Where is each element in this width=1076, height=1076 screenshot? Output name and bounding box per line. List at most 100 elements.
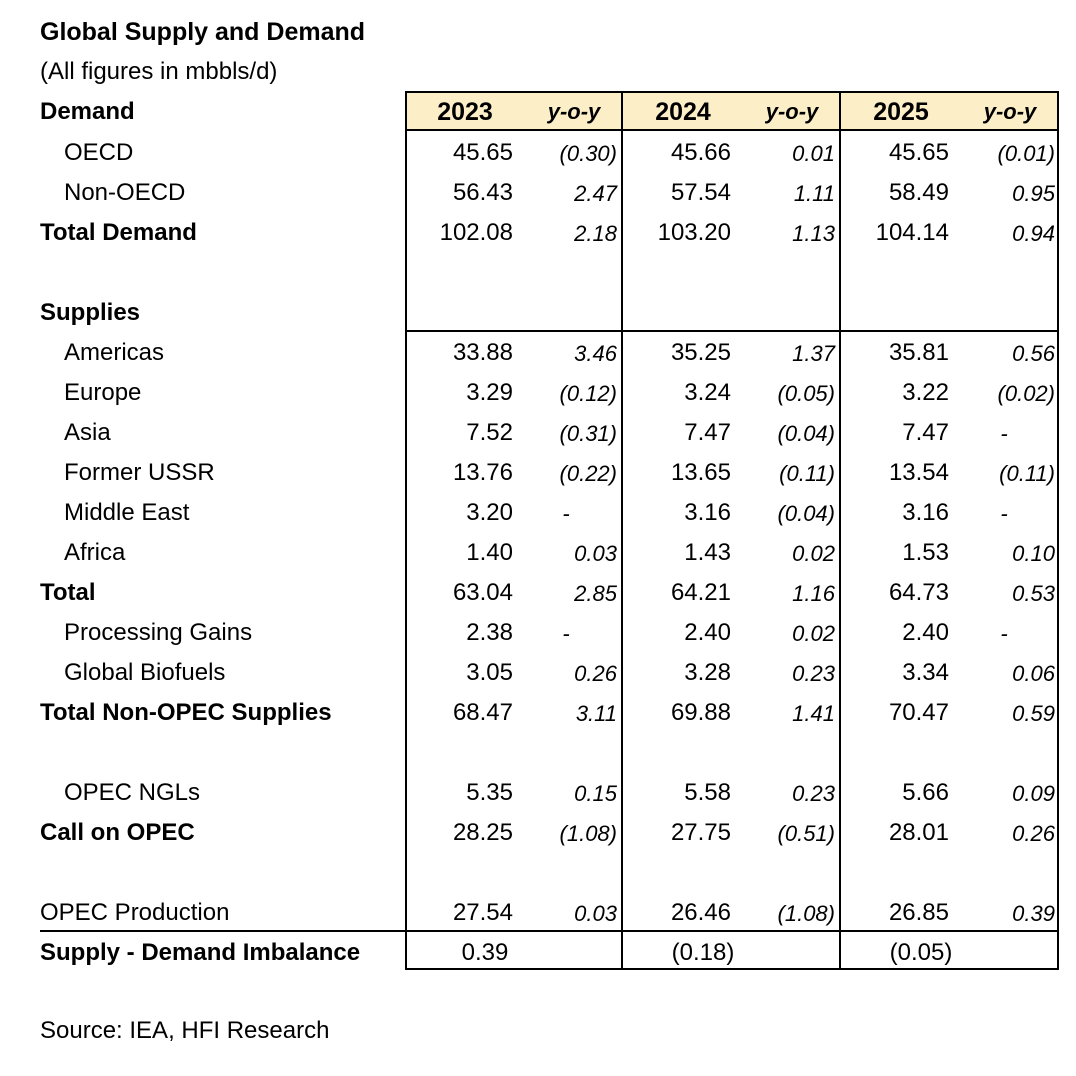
header-yoy-2024: y-o-y: [765, 99, 819, 124]
row-label: Europe: [64, 379, 142, 406]
value-cell: 64.21: [670, 579, 731, 606]
value-cell: 7.47: [902, 419, 949, 446]
row-label: Call on OPEC: [40, 819, 195, 846]
value-cell: 28.25: [452, 819, 513, 846]
value-cell: 1.40: [466, 539, 513, 566]
yoy-cell: -: [562, 621, 570, 646]
row-label: Supplies: [40, 299, 141, 326]
yoy-cell: (0.04): [777, 501, 835, 526]
value-cell: 1.43: [684, 539, 731, 566]
value-cell: 13.76: [452, 459, 513, 486]
yoy-cell: (0.51): [777, 821, 835, 846]
yoy-cell: (0.05): [777, 381, 835, 406]
yoy-cell: 0.09: [1012, 781, 1055, 806]
header-year-2025: 2025: [873, 98, 929, 126]
yoy-cell: 0.03: [574, 541, 617, 566]
value-cell: (0.18): [671, 939, 735, 966]
value-cell: 27.54: [452, 899, 513, 926]
yoy-cell: -: [1000, 501, 1008, 526]
header-year-2024: 2024: [655, 98, 711, 126]
value-cell: 104.14: [875, 219, 949, 246]
value-cell: 68.47: [452, 699, 513, 726]
value-cell: 28.01: [888, 819, 949, 846]
table-title: Global Supply and Demand: [40, 18, 366, 46]
value-cell: 3.05: [466, 659, 513, 686]
value-cell: 33.88: [452, 339, 513, 366]
value-cell: 63.04: [452, 579, 513, 606]
yoy-cell: 0.15: [574, 781, 617, 806]
yoy-cell: 0.95: [1012, 181, 1055, 206]
value-cell: 102.08: [439, 219, 513, 246]
value-cell: 3.34: [902, 659, 949, 686]
yoy-cell: -: [1000, 621, 1008, 646]
yoy-cell: (0.31): [559, 421, 617, 446]
value-cell: 45.66: [670, 139, 731, 166]
row-label: Total: [40, 579, 96, 606]
value-cell: 45.65: [452, 139, 513, 166]
row-label: Former USSR: [64, 459, 215, 486]
value-cell: 5.58: [684, 779, 731, 806]
value-cell: 70.47: [888, 699, 949, 726]
value-cell: 5.66: [902, 779, 949, 806]
value-cell: 45.65: [888, 139, 949, 166]
value-cell: 13.65: [670, 459, 731, 486]
value-cell: 35.81: [888, 339, 949, 366]
table-subtitle: (All figures in mbbls/d): [40, 58, 278, 85]
yoy-cell: (0.12): [559, 381, 617, 406]
yoy-cell: 0.53: [1012, 581, 1055, 606]
yoy-cell: 0.23: [792, 781, 835, 806]
header-fill-2023: [405, 91, 623, 131]
value-cell: 27.75: [670, 819, 731, 846]
yoy-cell: 0.02: [792, 621, 835, 646]
row-label: OPEC Production: [40, 899, 230, 926]
row-label: OPEC NGLs: [64, 779, 201, 806]
yoy-cell: 0.02: [792, 541, 835, 566]
value-cell: 1.53: [902, 539, 949, 566]
row-label: Middle East: [64, 499, 190, 526]
row-label: OECD: [64, 139, 134, 166]
value-cell: 13.54: [888, 459, 949, 486]
yoy-cell: 3.46: [574, 341, 617, 366]
yoy-cell: (1.08): [777, 901, 835, 926]
header-fill-2024: [623, 91, 841, 131]
divider-supplies: [405, 330, 1059, 332]
value-cell: 3.20: [466, 499, 513, 526]
header-yoy-2023: y-o-y: [547, 99, 601, 124]
value-cell: 3.24: [684, 379, 731, 406]
row-label: Non-OECD: [64, 179, 186, 206]
yoy-cell: 2.85: [574, 581, 617, 606]
column-block-2023: [405, 91, 623, 970]
value-cell: 3.29: [466, 379, 513, 406]
yoy-cell: 1.41: [792, 701, 835, 726]
row-label: Processing Gains: [64, 619, 253, 646]
column-block-2025: [841, 91, 1059, 970]
yoy-cell: (0.11): [779, 461, 835, 486]
column-block-2024: [623, 91, 841, 970]
value-cell: 103.20: [657, 219, 731, 246]
header-fill-2025: [841, 91, 1059, 131]
source-note: Source: IEA, HFI Research: [40, 1017, 330, 1044]
row-label: Americas: [64, 339, 165, 366]
yoy-cell: 1.37: [792, 341, 835, 366]
header-demand-label: Demand: [40, 98, 135, 125]
yoy-cell: 0.26: [574, 661, 617, 686]
yoy-cell: -: [1000, 421, 1008, 446]
value-cell: 3.16: [684, 499, 731, 526]
value-cell: 69.88: [670, 699, 731, 726]
value-cell: (0.05): [889, 939, 953, 966]
yoy-cell: 0.03: [574, 901, 617, 926]
yoy-cell: 1.11: [793, 181, 835, 206]
value-cell: 57.54: [670, 179, 731, 206]
yoy-cell: (0.30): [559, 141, 617, 166]
header-yoy-2025: y-o-y: [983, 99, 1037, 124]
yoy-cell: (1.08): [559, 821, 617, 846]
value-cell: 64.73: [888, 579, 949, 606]
yoy-cell: 0.01: [792, 141, 835, 166]
divider-imbalance: [40, 930, 1059, 932]
row-label: Global Biofuels: [64, 659, 226, 686]
value-cell: 2.38: [466, 619, 513, 646]
row-label: Total Demand: [40, 219, 197, 246]
value-cell: 26.85: [888, 899, 949, 926]
header-year-2023: 2023: [437, 98, 493, 126]
yoy-cell: 1.16: [792, 581, 835, 606]
